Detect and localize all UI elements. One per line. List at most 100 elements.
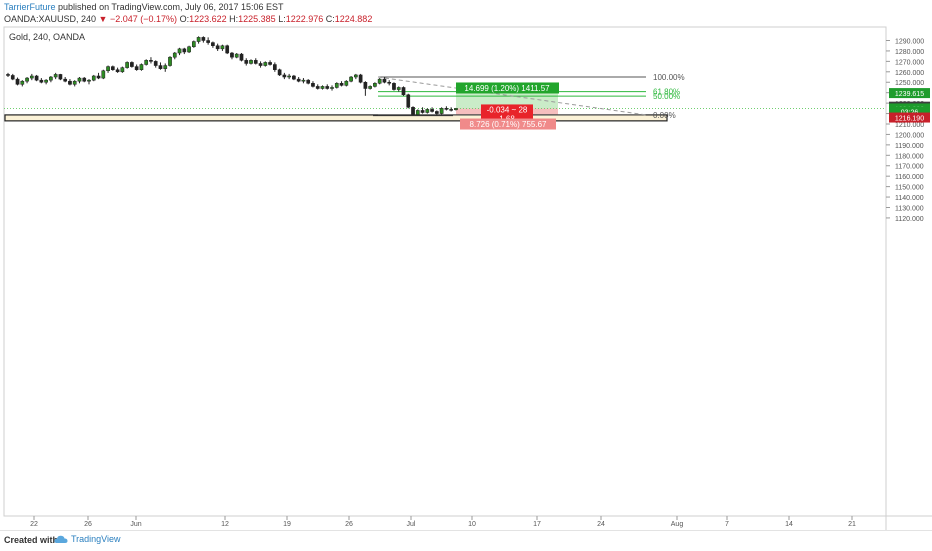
candle-down (130, 62, 134, 67)
ohlc-bar: OANDA:XAUUSD, 240 ▼ −2.047 (−0.17%) O:12… (4, 14, 372, 24)
y-axis[interactable]: 1290.000 1280.000 1270.000 1260.000 1250.000… (886, 39, 924, 223)
tradingview-logo[interactable]: TradingView (54, 534, 121, 544)
candle-up (234, 53, 239, 58)
candle-up (139, 64, 144, 70)
candle-down (268, 62, 272, 65)
candle-up (353, 74, 358, 78)
candle-up (72, 80, 77, 85)
y-tick-label: 1290.000 (895, 39, 924, 46)
candle-up (263, 62, 268, 66)
loss-label: 8.726 (0.71%) 755.67 (470, 120, 547, 129)
high-label: H: (229, 14, 239, 24)
candle-down (34, 75, 39, 81)
price-tag-label: 1216.190 (895, 116, 924, 123)
candle-down (58, 74, 63, 80)
candle-up (168, 56, 172, 66)
footer: Created with TradingView (0, 530, 932, 551)
candle-down (82, 77, 87, 82)
candle-down (430, 109, 434, 112)
y-tick-label: 1160.000 (895, 174, 924, 181)
candle-up (344, 80, 349, 86)
candle-up (91, 75, 96, 81)
price-tag-bg (889, 112, 930, 123)
candle-down (239, 53, 244, 61)
candle-down (206, 40, 210, 43)
created-with-text: Created with (4, 535, 59, 545)
candle-up (249, 60, 253, 64)
price-chart[interactable]: Gold, 240, OANDA 1290.0001280.0001270.00… (0, 0, 932, 530)
candle-up (368, 86, 372, 89)
candle-up (377, 78, 382, 84)
close-value: 1224.882 (334, 14, 373, 24)
open-value: 1223.622 (189, 14, 227, 24)
candle-up (191, 41, 196, 48)
candle-up (101, 70, 106, 79)
candle-up (44, 79, 48, 83)
candle-up (177, 48, 182, 54)
y-tick-label: 1280.000 (895, 49, 924, 56)
change-value: −2.047 (−0.17%) (109, 14, 178, 24)
y-tick-label: 1150.000 (895, 185, 924, 192)
candle-down (435, 111, 439, 114)
x-tick-label: 12 (221, 521, 229, 528)
publish-info: TarrierFuture published on TradingView.c… (4, 2, 284, 12)
publish-text: published on TradingView.com, July 06, 2… (58, 2, 284, 12)
candle-down (96, 75, 101, 79)
candle-down (182, 48, 187, 53)
drawing-labels: 100.00% 61.80%50.00% 0.00% 14.699 (1.20%) 1… (456, 73, 685, 130)
candle-up (125, 62, 129, 68)
candle-down (158, 65, 163, 69)
drawing-overlays (4, 76, 886, 122)
candle-down (387, 81, 392, 84)
candle-down (115, 69, 120, 73)
x-axis[interactable]: 22 26 Jun 12 19 26 Jul 10 17 24 Aug 7 14 21 (30, 516, 856, 528)
candle-down (244, 60, 249, 64)
candle-up (287, 75, 291, 78)
profit-label-bg (456, 82, 559, 94)
candle-down (15, 78, 20, 85)
low-label: L: (278, 14, 286, 24)
candle-down (272, 64, 277, 70)
x-tick-label: 24 (597, 521, 605, 528)
candle-down (420, 110, 425, 113)
x-tick-label: 26 (84, 521, 92, 528)
y-tick-label: 1120.000 (895, 216, 924, 223)
low-value: 1222.976 (285, 14, 324, 24)
loss-label-bg (460, 118, 556, 130)
candle-up (144, 60, 149, 65)
candle-down (449, 109, 453, 111)
candle-up (415, 110, 420, 115)
candle-down (211, 42, 215, 46)
cloud-icon (54, 535, 68, 543)
candle-down (292, 75, 296, 80)
x-tick-label: 10 (468, 521, 476, 528)
candle-down (39, 79, 44, 83)
candle-down (225, 45, 230, 54)
x-tick-label: 26 (345, 521, 353, 528)
candle-down (411, 107, 415, 115)
candle-down (363, 81, 368, 89)
candle-up (425, 109, 430, 113)
candles (6, 36, 458, 117)
candle-up (77, 77, 82, 82)
candle-down (68, 80, 72, 85)
candle-down (201, 37, 206, 41)
close-label: C: (325, 14, 335, 24)
symbol-label: OANDA:XAUUSD, 240 (4, 14, 97, 24)
y-tick-label: 1250.000 (895, 80, 924, 87)
candle-up (172, 52, 177, 58)
y-tick-label: 1180.000 (895, 153, 924, 160)
y-tick-label: 1140.000 (895, 195, 924, 202)
x-tick-label: 14 (785, 521, 793, 528)
x-tick-label: 19 (283, 521, 291, 528)
candle-down (110, 66, 115, 70)
profit-label: 14.699 (1.20%) 1411.57 (464, 84, 550, 93)
author-name[interactable]: TarrierFuture (4, 2, 56, 12)
fib-level-label: 0.00% (653, 111, 676, 120)
candle-down (63, 78, 68, 82)
candle-down (325, 86, 330, 89)
pnl-label-1: -0.034 ~ 28 (487, 105, 528, 114)
x-tick-label: Jul (407, 521, 416, 528)
candle-down (134, 66, 139, 70)
candle-up (187, 46, 191, 53)
